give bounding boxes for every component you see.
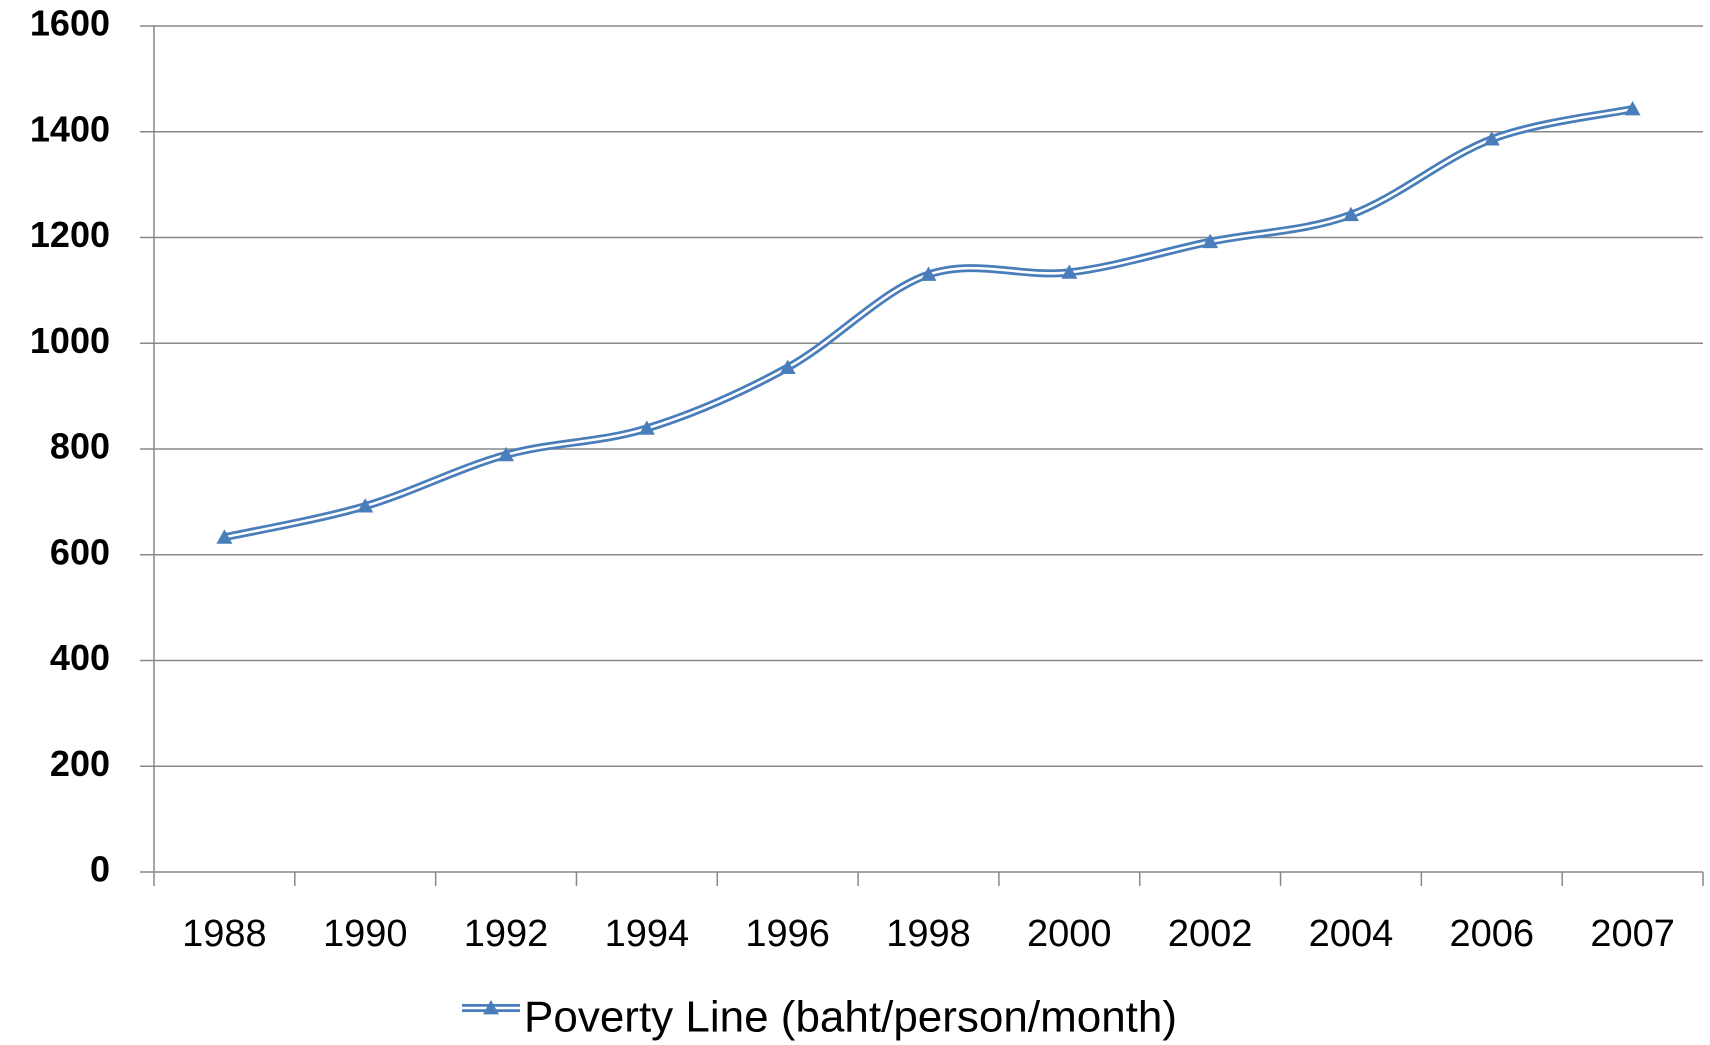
y-tick-label: 1200 — [30, 214, 110, 255]
marker — [498, 446, 515, 462]
marker — [1202, 233, 1219, 249]
x-tick-label: 1992 — [464, 913, 549, 955]
series-line — [223, 105, 1634, 542]
legend-marker — [483, 1000, 499, 1015]
marker — [779, 359, 796, 374]
x-tick-label: 2000 — [1027, 913, 1112, 955]
y-tick-label: 1000 — [30, 320, 110, 361]
y-tick-label: 400 — [50, 637, 110, 678]
x-tick-label: 2004 — [1309, 913, 1394, 955]
x-tick-label: 1994 — [605, 913, 690, 955]
x-tick-label: 1996 — [745, 913, 830, 955]
y-tick-label: 600 — [50, 531, 110, 572]
marker — [1061, 264, 1078, 279]
marker — [920, 266, 937, 281]
x-tick-label: 1998 — [886, 913, 971, 955]
x-tick-label: 2006 — [1449, 913, 1534, 955]
legend-label: Poverty Line (baht/person/month) — [524, 993, 1177, 1042]
x-tick-label: 2007 — [1590, 913, 1675, 955]
y-tick-label: 1400 — [30, 108, 110, 149]
marker — [638, 420, 655, 435]
y-tick-label: 1600 — [30, 3, 110, 44]
marker — [1483, 131, 1500, 146]
marker — [1624, 101, 1641, 116]
x-tick-label: 2002 — [1168, 913, 1253, 955]
marker — [1342, 206, 1359, 222]
y-tick-label: 0 — [90, 849, 110, 890]
marker — [216, 529, 233, 544]
y-tick-label: 800 — [50, 426, 110, 467]
x-tick-label: 1990 — [323, 913, 408, 955]
x-tick-label: 1988 — [182, 913, 267, 955]
y-tick-label: 200 — [50, 743, 110, 784]
marker — [357, 498, 374, 513]
